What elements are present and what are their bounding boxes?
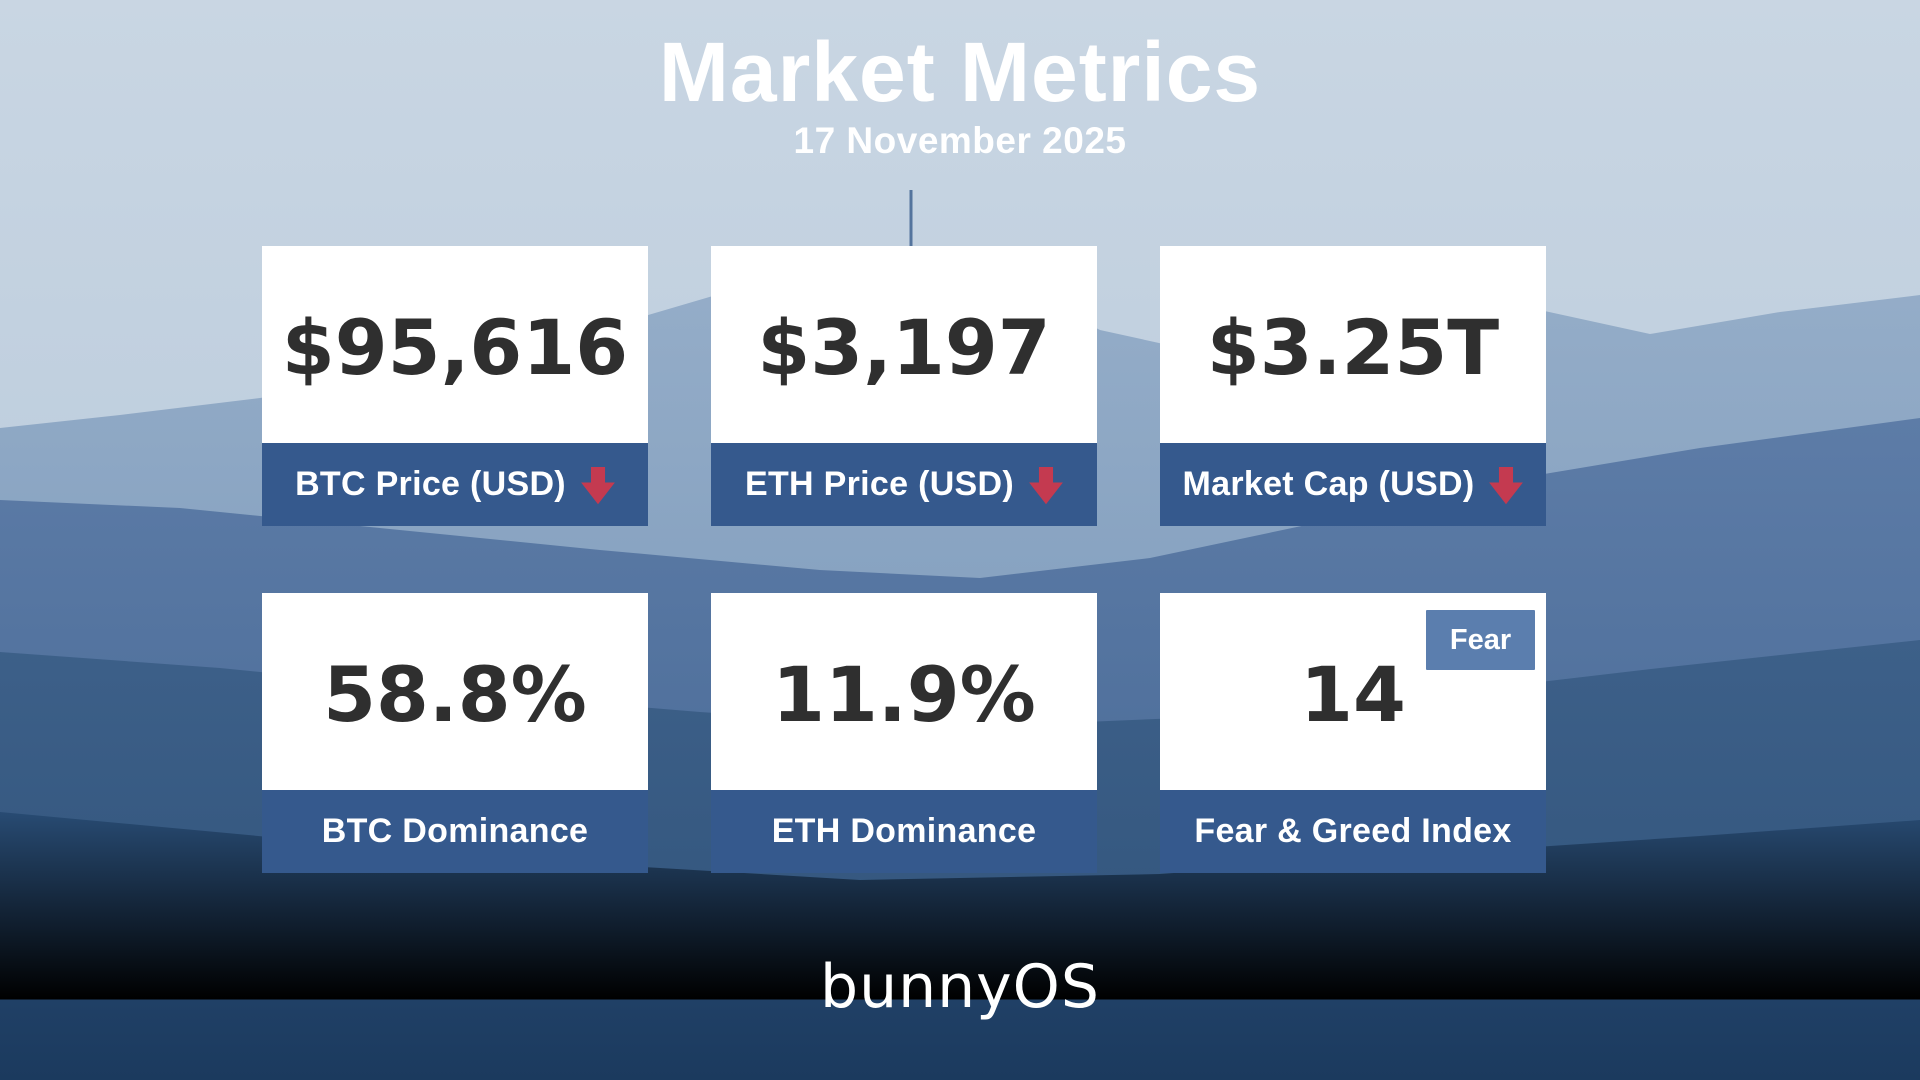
card-market-cap: $3.25T Market Cap (USD) xyxy=(1160,246,1546,526)
btc-dominance-label: BTC Dominance xyxy=(321,812,589,850)
btc-dominance-value: 58.8% xyxy=(262,593,648,790)
down-arrow-icon xyxy=(581,467,615,505)
page-title: Market Metrics xyxy=(658,25,1262,119)
down-arrow-icon xyxy=(1029,467,1063,505)
header: Market Metrics 17 November 2025 xyxy=(0,28,1920,162)
card-eth-price: $3,197 ETH Price (USD) xyxy=(711,246,1097,526)
metrics-grid: $95,616 BTC Price (USD) $3,197 ETH Price… xyxy=(262,246,1546,873)
market-cap-label: Market Cap (USD) xyxy=(1182,465,1475,503)
eth-dominance-label: ETH Dominance xyxy=(771,812,1037,850)
page-date: 17 November 2025 xyxy=(793,120,1127,162)
eth-price-label: ETH Price (USD) xyxy=(745,465,1014,503)
eth-price-value: $3,197 xyxy=(711,246,1097,443)
fear-badge: Fear xyxy=(1426,610,1535,670)
eth-dominance-label-bar: ETH Dominance xyxy=(711,790,1097,873)
card-btc-dominance: 58.8% BTC Dominance xyxy=(262,593,648,873)
fear-greed-label-bar: Fear & Greed Index xyxy=(1160,790,1546,873)
market-cap-value: $3.25T xyxy=(1160,246,1546,443)
eth-dominance-value: 11.9% xyxy=(711,593,1097,790)
card-eth-dominance: 11.9% ETH Dominance xyxy=(711,593,1097,873)
ridge-foreground xyxy=(0,812,1920,1080)
market-cap-label-bar: Market Cap (USD) xyxy=(1160,443,1546,526)
card-btc-price: $95,616 BTC Price (USD) xyxy=(262,246,648,526)
btc-dominance-label-bar: BTC Dominance xyxy=(262,790,648,873)
fear-greed-label: Fear & Greed Index xyxy=(1194,812,1512,850)
down-arrow-icon xyxy=(1489,467,1524,505)
btc-price-value: $95,616 xyxy=(262,246,648,443)
card-fear-greed: Fear 14 Fear & Greed Index xyxy=(1160,593,1546,873)
brand-logo-text: bunnyOS xyxy=(820,952,1100,1022)
btc-price-label: BTC Price (USD) xyxy=(295,465,566,503)
eth-price-label-bar: ETH Price (USD) xyxy=(711,443,1097,526)
btc-price-label-bar: BTC Price (USD) xyxy=(262,443,648,526)
